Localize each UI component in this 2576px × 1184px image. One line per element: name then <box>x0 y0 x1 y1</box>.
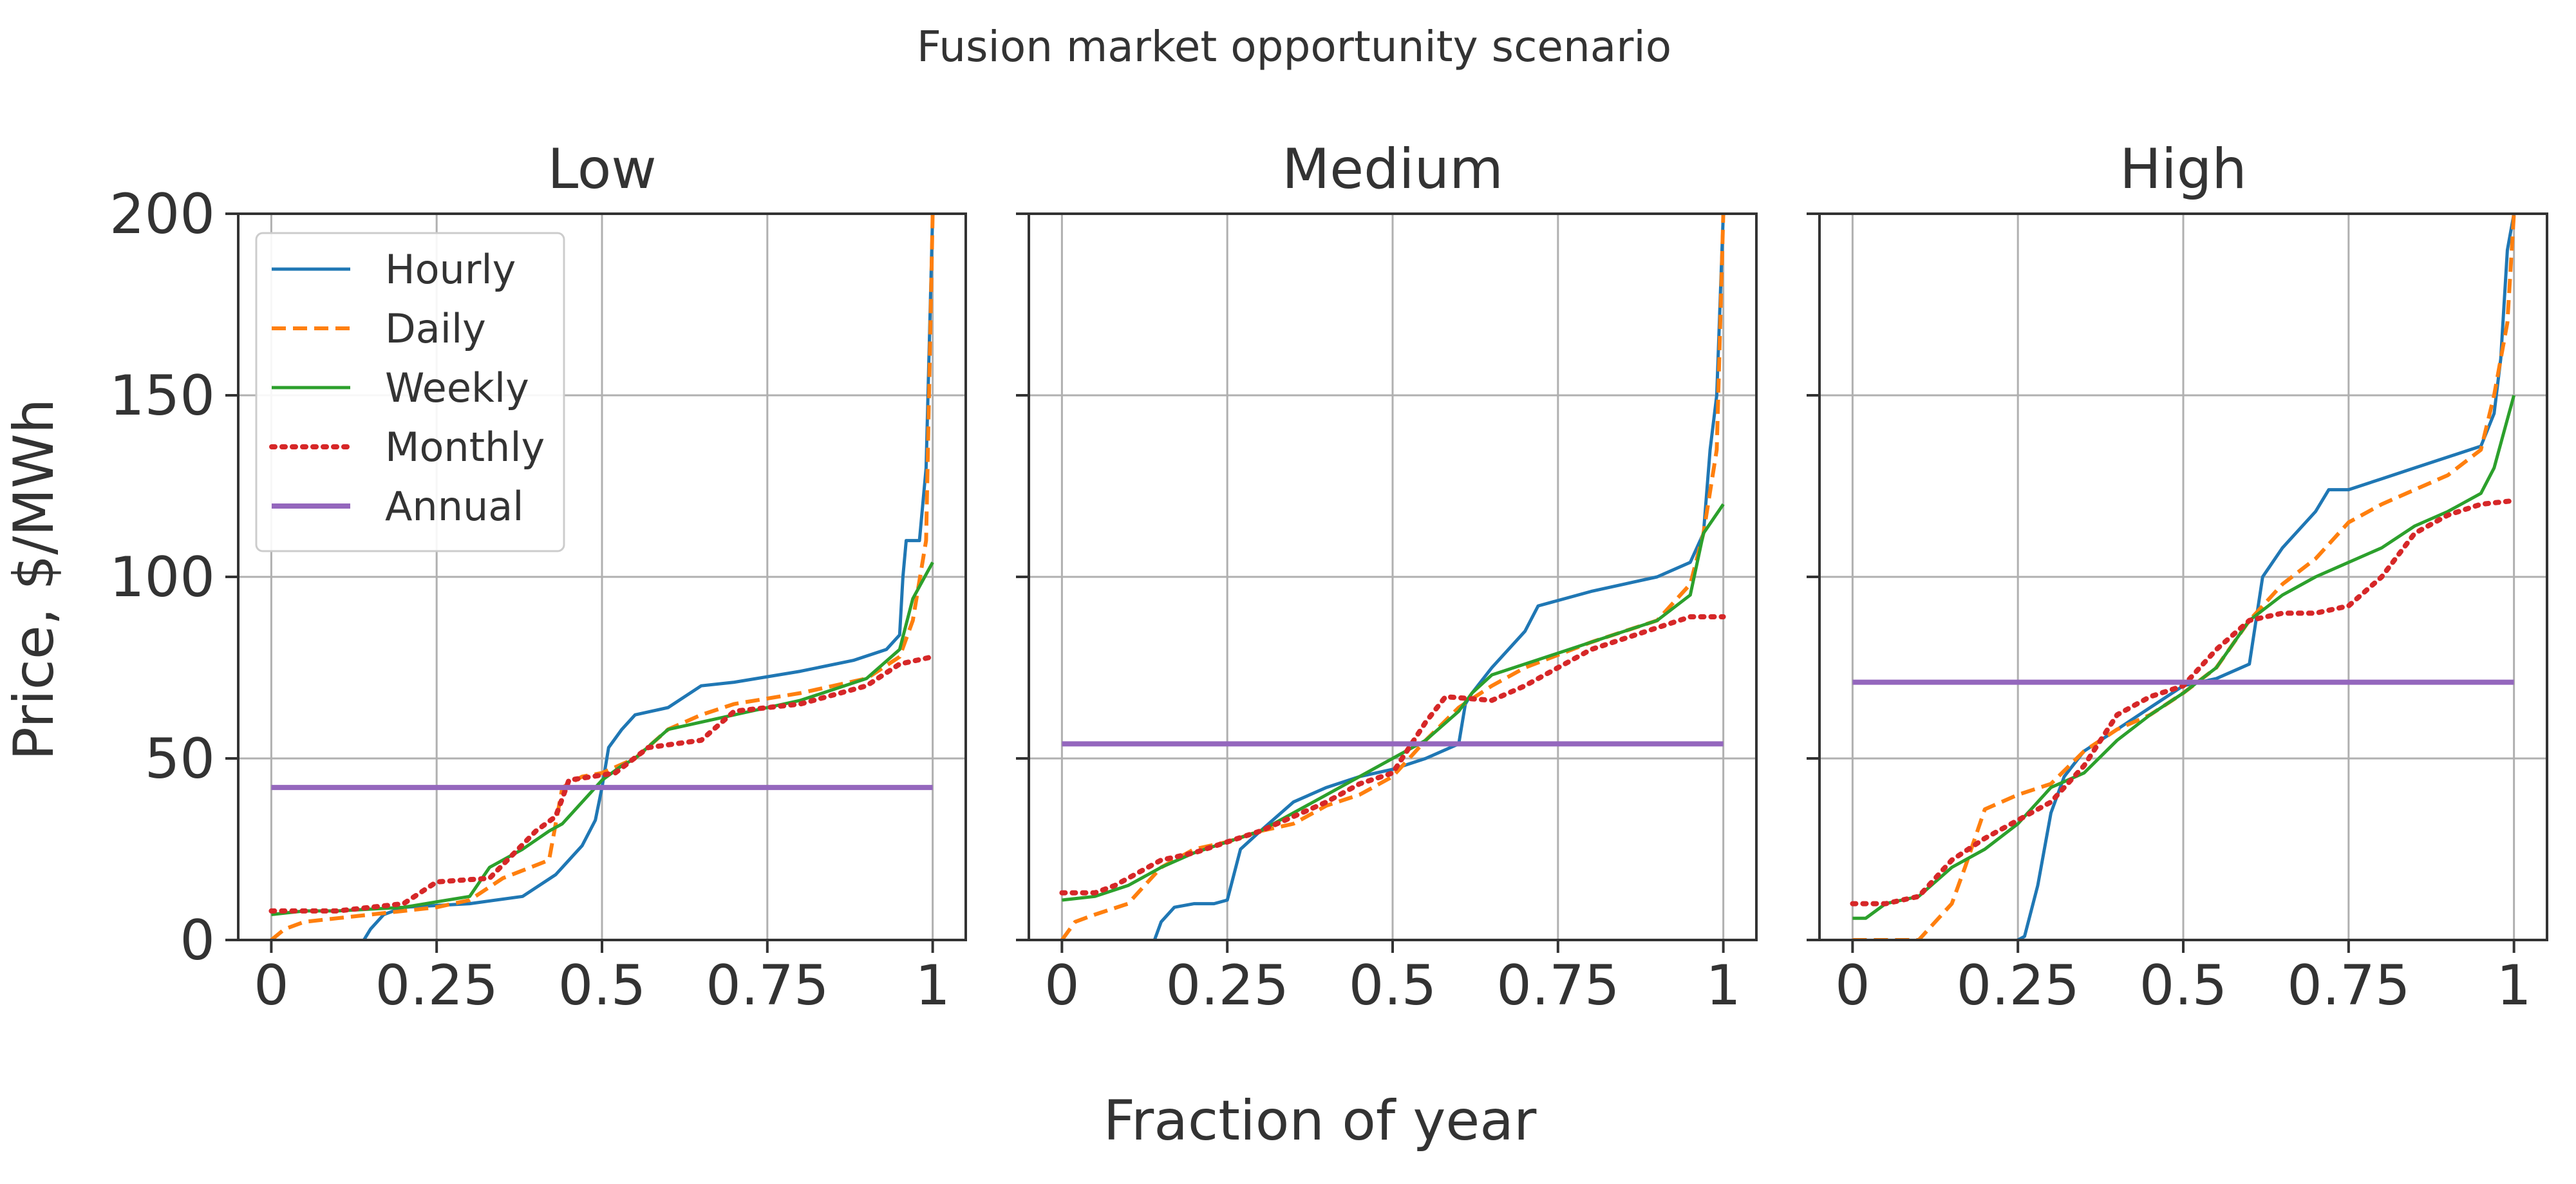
x-tick-label: 0.25 <box>1956 954 2079 1018</box>
y-tick-label: 100 <box>109 545 215 610</box>
x-tick-label: 0.75 <box>2287 954 2410 1018</box>
x-tick-label: 0.25 <box>375 954 498 1018</box>
x-tick-label: 0.75 <box>706 954 829 1018</box>
x-tick-label: 1 <box>915 954 950 1018</box>
x-tick-label: 0.75 <box>1496 954 1619 1018</box>
y-tick-label: 200 <box>109 182 215 247</box>
x-tick-label: 0 <box>254 954 289 1018</box>
x-tick-label: 0.25 <box>1165 954 1288 1018</box>
panel-medium: 0 0.25 0.5 0.75 1 Medium <box>1016 137 1758 1018</box>
y-axis-title: Price, $/MWh <box>2 399 66 760</box>
y-tick-label: 150 <box>109 364 215 428</box>
x-axis-title: Fraction of year <box>1104 1089 1537 1153</box>
series-line-weekly <box>1852 395 2516 920</box>
series-line-monthly <box>1850 498 2517 907</box>
legend-label-daily: Daily <box>385 305 486 352</box>
legend-label-weekly: Weekly <box>385 364 529 411</box>
series-line-weekly <box>271 561 934 916</box>
series-line-weekly <box>1062 503 1725 902</box>
legend-label-monthly: Monthly <box>385 424 545 471</box>
y-tick-label: 50 <box>145 727 215 791</box>
series-line-hourly <box>362 214 935 940</box>
x-tick-label: 1 <box>1706 954 1741 1018</box>
y-tick-label: 0 <box>180 908 215 973</box>
panel-title-medium: Medium <box>1282 137 1503 202</box>
legend-label-annual: Annual <box>385 483 524 530</box>
x-tick-label: 0.5 <box>558 954 646 1018</box>
x-tick-label: 0 <box>1835 954 1870 1018</box>
legend-box <box>255 232 565 552</box>
figure-title: Fusion market opportunity scenario <box>917 22 1671 71</box>
series-line-monthly <box>268 654 935 914</box>
panel-high: 0 0.25 0.5 0.75 1 High <box>1807 137 2548 1018</box>
x-tick-label: 0.5 <box>2139 954 2228 1018</box>
panel-title-low: Low <box>547 137 656 202</box>
panel-low: 0 0.25 0.5 0.75 1 0 50 100 150 200 Low Hourly Daily W… <box>109 137 967 1018</box>
legend: Hourly Daily Weekly Monthly Annual <box>255 232 565 552</box>
panel-title-high: High <box>2120 137 2247 202</box>
x-tick-label: 0.5 <box>1349 954 1437 1018</box>
series-line-daily <box>270 214 935 940</box>
series-line-monthly <box>1059 614 1726 896</box>
legend-label-hourly: Hourly <box>385 246 516 293</box>
x-tick-label: 0 <box>1044 954 1080 1018</box>
x-tick-label: 1 <box>2496 954 2532 1018</box>
